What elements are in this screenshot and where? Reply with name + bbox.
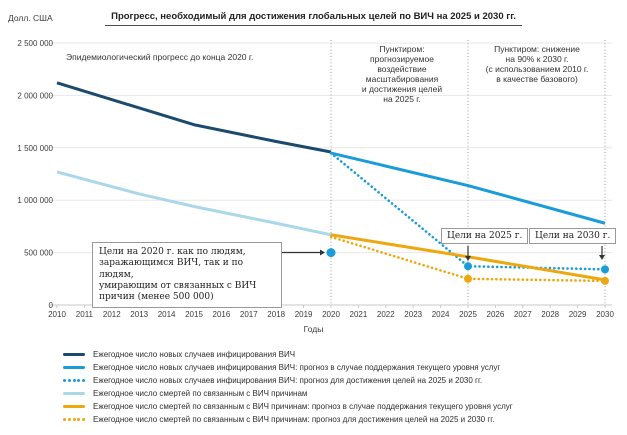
legend-line-icon [63,392,85,395]
series-line-new-infections-target [329,151,607,271]
annotation-epidemiological-progress: Эпидемиологический прогресс до конца 202… [66,52,254,62]
x-tick-label: 2012 [103,310,121,319]
series-line-deaths-actual [56,170,332,237]
x-tick-label: 2027 [514,310,532,319]
legend-item-deaths-actual: Ежегодное число смертей по связанным с В… [63,389,513,398]
x-tick-label: 2023 [404,310,422,319]
x-tick-label: 2025 [459,310,477,319]
x-tick-label: 2017 [240,310,258,319]
x-tick-label: 2010 [48,310,66,319]
legend-label: Ежегодное число смертей по связанным с В… [93,389,308,398]
legend-label: Ежегодное число новых случаев инфицирова… [93,363,501,372]
x-tick-label: 2018 [267,310,285,319]
x-tick-label: 2015 [185,310,203,319]
y-tick-label: 2 000 000 [17,91,53,100]
y-tick-label: 1 500 000 [17,144,53,153]
x-tick-label: 2011 [76,310,94,319]
y-axis-unit-label: Долл. США [8,13,53,23]
legend-label: Ежегодное число новых случаев инфицирова… [93,350,296,359]
target-marker-2020 [326,248,336,258]
y-tick-label: 0 [49,301,54,310]
x-tick-label: 2022 [377,310,395,319]
legend-label: Ежегодное число смертей по связанным с В… [93,402,513,411]
x-tick-label: 2024 [432,310,450,319]
x-tick-label: 2016 [213,310,231,319]
callout-target-2030: Цели на 2030 г. [529,228,617,244]
target-marker-new-infections-target-2025 [464,262,472,271]
annotation-dotted-2030: Пунктиром: снижение на 90% к 2030 г. (с … [485,44,589,85]
y-tick-label: 2 500 000 [17,39,53,48]
x-tick-label: 2014 [158,310,176,319]
y-tick-label: 1 000 000 [17,196,53,205]
x-tick-label: 2021 [350,310,368,319]
legend-item-new-infections-target: Ежегодное число новых случаев инфицирова… [63,376,513,385]
x-tick-label: 2029 [569,310,587,319]
legend-line-icon [63,353,85,356]
series-line-new-infections-forecast-current-services [330,151,606,225]
target-marker-deaths-target-2030 [601,276,609,285]
legend-item-deaths-forecast-current-services: Ежегодное число смертей по связанным с В… [63,402,513,411]
x-tick-label: 2030 [596,310,614,319]
series-line-deaths-target [329,235,607,283]
legend-item-new-infections-forecast-current-services: Ежегодное число новых случаев инфицирова… [63,363,513,372]
series-line-new-infections-actual [56,81,332,154]
chart-title: Прогресс, необходимый для достижения гло… [105,11,522,26]
callout-target-2020: Цели на 2020 г. как по людям, заражающим… [92,242,282,309]
callout-target-2025: Цели на 2025 г. [441,228,529,244]
x-tick-label: 2013 [130,310,148,319]
x-tick-label: 2019 [295,310,313,319]
legend-line-icon [63,366,85,369]
annotation-dotted-2025: Пунктиром: прогнозируемое воздействие ма… [361,44,443,105]
legend-item-deaths-target: Ежегодное число смертей по связанным с В… [63,415,513,424]
x-tick-label: 2028 [541,310,559,319]
legend-dotted-line-icon [63,418,85,421]
x-tick-label: 2020 [322,310,340,319]
legend-label: Ежегодное число смертей по связанным с В… [93,415,495,424]
legend-item-new-infections-actual: Ежегодное число новых случаев инфицирова… [63,350,513,359]
chart-title-wrap: Прогресс, необходимый для достижения гло… [0,6,627,26]
target-marker-deaths-target-2025 [464,274,472,283]
y-tick-label: 500 000 [24,249,53,258]
legend-label: Ежегодное число новых случаев инфицирова… [93,376,483,385]
legend-line-icon [63,405,85,408]
chart-legend: Ежегодное число новых случаев инфицирова… [63,350,513,428]
target-marker-new-infections-target-2030 [601,265,609,274]
x-axis-label: Годы [303,324,324,334]
legend-dotted-line-icon [63,379,85,382]
x-tick-label: 2026 [487,310,505,319]
